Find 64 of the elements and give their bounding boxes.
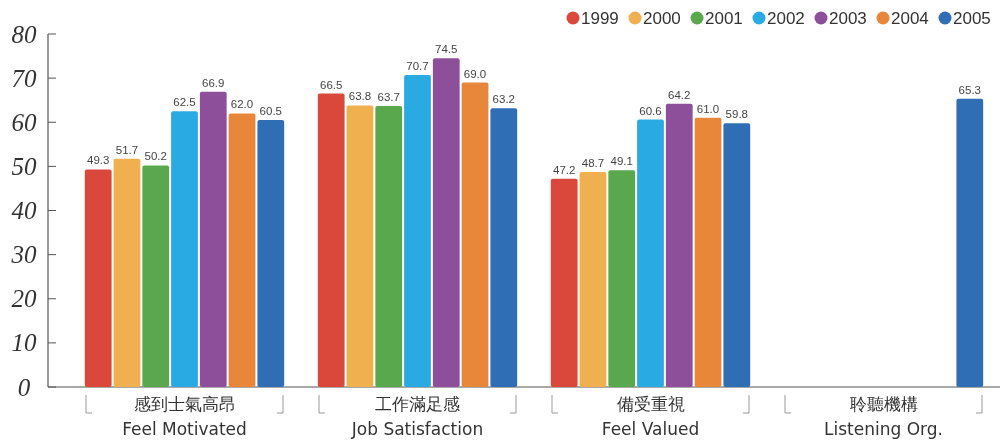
y-tick-label: 10	[11, 329, 37, 357]
data-label: 47.2	[553, 163, 576, 176]
bar	[490, 108, 518, 387]
data-label: 63.8	[348, 90, 372, 103]
bar	[665, 103, 693, 387]
y-tick-label: 80	[11, 20, 37, 48]
bar	[228, 113, 256, 387]
bar	[317, 93, 345, 387]
data-label: 63.7	[377, 90, 400, 103]
data-label: 62.5	[173, 96, 196, 109]
y-tick-label: 30	[10, 241, 37, 269]
data-label: 49.1	[610, 155, 633, 168]
bar	[637, 119, 664, 387]
bar	[432, 58, 460, 387]
legend-label: 1999	[581, 8, 619, 28]
data-label: 60.6	[639, 104, 662, 117]
data-label: 51.7	[115, 143, 139, 156]
data-label: 49.3	[87, 154, 110, 167]
legend-label: 2004	[891, 8, 929, 28]
data-label: 74.5	[435, 43, 458, 56]
data-label: 61.0	[696, 102, 720, 115]
legend-label: 2002	[767, 8, 805, 28]
data-label: 66.9	[202, 76, 225, 89]
data-label: 64.2	[668, 88, 691, 101]
x-tick-label: 聆聽機構 Listening Org.	[824, 394, 943, 439]
bar	[375, 105, 403, 387]
data-label: 65.3	[958, 83, 981, 96]
legend-label: 2001	[705, 8, 743, 28]
data-label: 66.5	[320, 78, 343, 91]
bar	[257, 120, 285, 387]
y-tick-label: 0	[17, 373, 31, 401]
data-label: 59.8	[725, 108, 748, 121]
bar	[956, 98, 984, 387]
x-tick-label: 備受重視 Feel Valued	[601, 394, 700, 439]
bar	[608, 170, 636, 387]
data-label: 69.0	[463, 67, 487, 80]
bar	[694, 117, 722, 387]
data-label: 60.5	[259, 105, 282, 118]
bar	[579, 172, 607, 387]
legend-label: 2003	[829, 8, 867, 28]
y-tick-label: 40	[11, 197, 37, 224]
y-tick-label: 50	[11, 152, 37, 180]
y-tick-label: 20	[11, 285, 37, 313]
data-label: 48.7	[581, 157, 605, 170]
bar	[199, 91, 227, 387]
y-tick-label: 70	[11, 64, 37, 92]
bar	[84, 169, 112, 387]
bar	[142, 165, 170, 387]
data-label: 63.2	[492, 93, 515, 106]
bar	[461, 82, 489, 387]
legend-label: 2005	[953, 8, 991, 28]
data-label: 50.2	[144, 150, 167, 163]
bar	[723, 123, 751, 387]
data-label: 70.7	[406, 60, 429, 73]
bar	[550, 178, 578, 387]
data-label: 62.0	[230, 98, 254, 111]
y-tick-label: 60	[11, 108, 37, 136]
x-tick-label: 感到士氣高昂 Feel Motivated	[122, 394, 247, 439]
bar	[404, 75, 431, 387]
bar	[113, 158, 141, 387]
x-tick-label: 工作滿足感 Job Satisfaction	[350, 394, 484, 439]
bar	[171, 111, 198, 387]
legend-label: 2000	[643, 8, 681, 28]
bar	[346, 105, 374, 387]
